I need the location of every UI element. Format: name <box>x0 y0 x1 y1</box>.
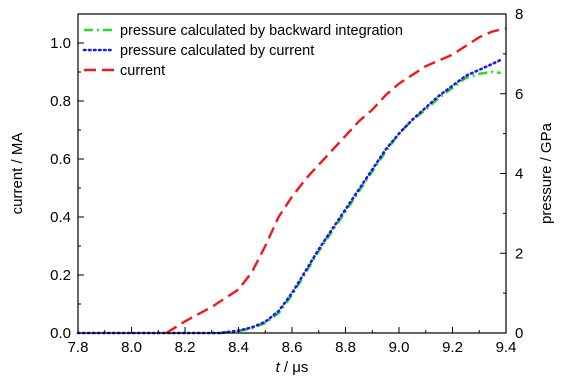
y-right-tick-label: 8 <box>515 6 523 23</box>
legend-label-backward-integration: pressure calculated by backward integrat… <box>120 23 403 39</box>
legend-item-by-current: pressure calculated by current <box>82 43 314 59</box>
x-tick-label: 8.6 <box>282 339 303 356</box>
x-axis-label-variable: t <box>276 359 281 376</box>
legend-item-backward-integration: pressure calculated by backward integrat… <box>84 23 403 39</box>
legend-label-current: current <box>120 63 165 79</box>
x-tick-label: 8.4 <box>228 339 249 356</box>
x-axis-label-unit: / μs <box>280 359 309 376</box>
x-tick-label: 9.4 <box>496 339 517 356</box>
x-tick-label: 9.0 <box>389 339 410 356</box>
x-tick-label: 8.2 <box>175 339 196 356</box>
series-line-0 <box>219 70 501 335</box>
y-right-tick-label: 2 <box>515 245 523 262</box>
x-axis-label: t / μs <box>276 359 309 376</box>
legend: pressure calculated by backward integrat… <box>82 23 403 79</box>
y-right-tick-label: 0 <box>515 325 523 342</box>
x-tick-label: 8.8 <box>335 339 356 356</box>
x-tick-label: 7.8 <box>68 339 89 356</box>
y-left-tick-label: 0.0 <box>50 325 71 342</box>
x-tick-label: 8.0 <box>121 339 142 356</box>
y-left-tick-label: 0.8 <box>50 93 71 110</box>
series-line-2 <box>165 27 507 335</box>
x-tick-label: 9.2 <box>442 339 463 356</box>
y-right-tick-label: 4 <box>515 166 523 183</box>
y-axis-left-label: current / MA <box>9 133 26 215</box>
y-left-tick-label: 0.6 <box>50 151 71 168</box>
axis-ticks: 7.8 8.0 8.2 8.4 8.6 8.8 9.0 9.2 9.4 0.0 0.2 0.4 0.6 0… <box>50 6 523 356</box>
y-right-tick-label: 6 <box>515 86 523 103</box>
y-axis-right-label: pressure / GPa <box>538 122 555 224</box>
plot-frame <box>77 13 507 334</box>
legend-label-by-current: pressure calculated by current <box>120 43 314 59</box>
legend-item-current: current <box>84 63 165 79</box>
y-left-tick-label: 0.4 <box>50 209 71 226</box>
y-left-tick-label: 0.2 <box>50 267 71 284</box>
y-left-tick-label: 1.0 <box>50 35 71 52</box>
